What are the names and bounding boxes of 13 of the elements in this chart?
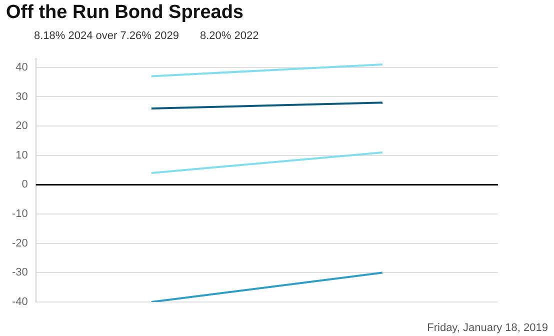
text: 8.18% 2024 over 7.26% 2029	[34, 30, 179, 42]
y-tick-label: -20	[12, 237, 28, 250]
y-tick-label: -10	[12, 208, 28, 220]
y-tick-label: 30	[16, 90, 28, 103]
y-tick-label: 10	[16, 149, 28, 162]
y-tick-label: -30	[12, 266, 28, 279]
chart-title: Off the Run Bond Spreads	[6, 2, 244, 24]
y-tick-label: -40	[12, 296, 28, 308]
text: 8.20% 2022	[200, 30, 259, 42]
text: Friday, January 18, 2019	[427, 322, 548, 334]
y-tick-label: 40	[16, 61, 28, 74]
y-tick-label: 20	[16, 120, 28, 132]
y-tick-label: 0	[22, 178, 28, 191]
